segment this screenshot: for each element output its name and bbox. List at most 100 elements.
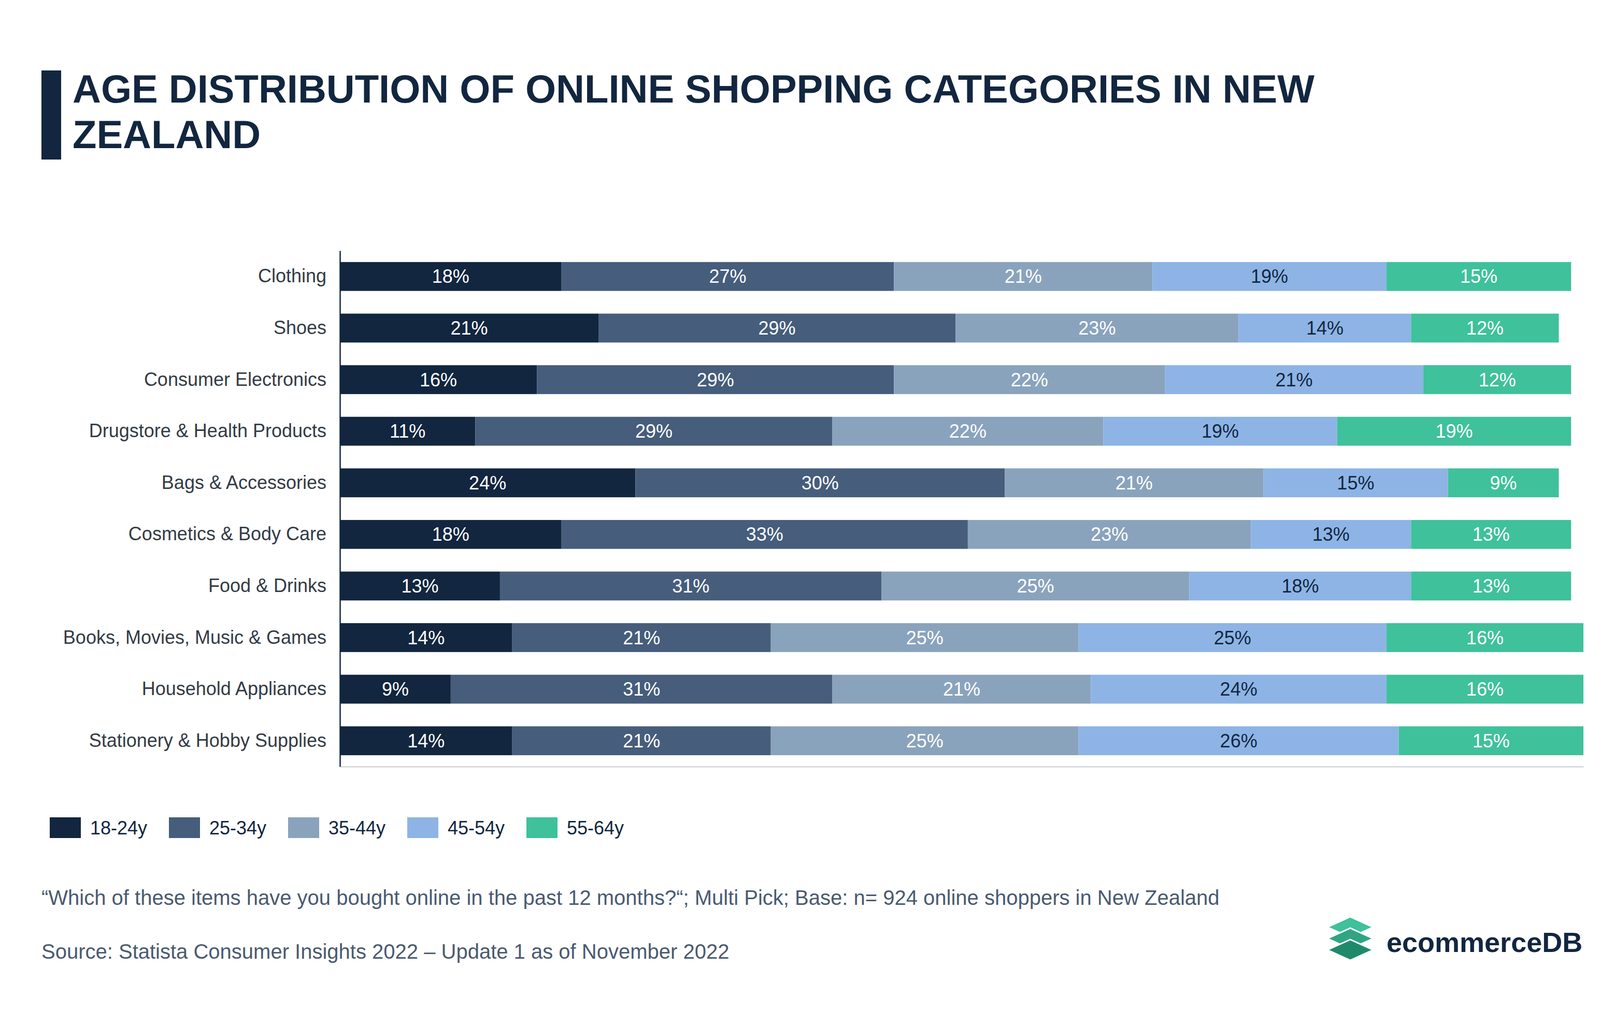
y-tick-label: Stationery & Hobby Supplies: [89, 730, 327, 752]
bar-segment: [1263, 468, 1448, 498]
legend: 18-24y25-34y35-44y45-54y55-64y: [49, 817, 624, 839]
bar-segment: [339, 262, 562, 292]
data-label: 26%: [1220, 730, 1258, 752]
data-label: 29%: [696, 369, 735, 391]
y-tick: Stationery & Hobby Supplies: [89, 730, 327, 752]
bar-segment: [1410, 313, 1559, 344]
data-labels: 18%21%16%11%24%18%13%14%9%14%27%29%29%29…: [381, 265, 1518, 752]
bar-segment: [339, 365, 537, 395]
bar-segment: [512, 623, 771, 653]
data-label: 24%: [1220, 678, 1258, 700]
y-tick: Bags & Accessories: [161, 472, 327, 494]
data-label: 25%: [1017, 575, 1055, 597]
bar-segment: [1004, 468, 1264, 498]
legend-swatch: [288, 817, 320, 839]
data-label: 18%: [432, 523, 470, 546]
title-accent: [41, 70, 62, 160]
y-tick: Books, Movies, Music & Games: [63, 626, 327, 649]
bar-segment: [955, 313, 1239, 344]
y-tick: Food & Drinks: [208, 575, 327, 597]
data-label: 25%: [906, 730, 944, 752]
data-label: 13%: [401, 575, 439, 597]
data-label: 21%: [622, 627, 661, 649]
y-tick-label: Clothing: [258, 265, 327, 287]
bar-segment: [561, 262, 895, 292]
bar-segment: [339, 675, 451, 705]
y-tick: Cosmetics & Body Care: [128, 523, 327, 545]
series-bars: [1337, 262, 1584, 756]
data-label: 21%: [622, 730, 661, 752]
y-tick: Consumer Electronics: [144, 368, 327, 391]
data-label: 14%: [407, 730, 445, 752]
data-label: 30%: [801, 472, 839, 494]
bar-segment: [967, 520, 1252, 550]
data-label: 27%: [708, 265, 747, 288]
data-label: 13%: [1472, 523, 1510, 546]
data-label: 12%: [1478, 369, 1517, 391]
bar-segment: [1448, 468, 1560, 498]
bar-segment: [1410, 572, 1571, 602]
y-tick-label: Drugstore & Health Products: [89, 420, 327, 442]
bar-segment: [1386, 262, 1571, 292]
bar-segment: [598, 313, 956, 344]
bar-segment: [512, 726, 771, 756]
y-tick-label: Bags & Accessories: [161, 472, 327, 494]
bar-segment: [1410, 520, 1571, 550]
bars: [339, 262, 1584, 756]
chart-svg: 18%21%16%11%24%18%13%14%9%14%27%29%29%29…: [0, 0, 1600, 1010]
y-tick-label: Household Appliances: [141, 678, 327, 700]
logo-text: ecommerceDB: [1386, 926, 1583, 959]
data-label: 16%: [1466, 627, 1504, 649]
data-label: 9%: [381, 678, 409, 700]
bar-segment: [1238, 313, 1412, 344]
data-label: 21%: [943, 678, 981, 700]
data-label: 25%: [906, 627, 944, 649]
data-label: 24%: [468, 472, 507, 494]
data-label: 14%: [407, 627, 445, 649]
data-label: 15%: [1336, 472, 1375, 494]
data-label: 18%: [432, 265, 470, 288]
data-label: 15%: [1472, 730, 1510, 752]
y-tick-label: Consumer Electronics: [144, 368, 327, 391]
bar-segment: [770, 623, 1079, 653]
data-label: 21%: [1275, 369, 1313, 391]
legend-swatch: [407, 817, 439, 839]
data-label: 25%: [1213, 627, 1252, 649]
data-label: 22%: [949, 420, 987, 442]
data-label: 21%: [1004, 265, 1042, 288]
bar-segment: [832, 417, 1104, 447]
logo-icon: [1327, 917, 1374, 961]
chart-page: AGE DISTRIBUTION OF ONLINE SHOPPING CATE…: [0, 0, 1600, 1010]
data-label: 13%: [1312, 523, 1350, 546]
data-label: 23%: [1078, 317, 1116, 339]
bar-segment: [832, 675, 1091, 705]
bar-segment: [1386, 675, 1584, 705]
data-label: 21%: [1115, 472, 1153, 494]
y-tick-label: Cosmetics & Body Care: [128, 523, 327, 545]
y-tick: Drugstore & Health Products: [89, 420, 327, 442]
data-label: 13%: [1472, 575, 1510, 597]
y-tick-label: Food & Drinks: [208, 575, 327, 597]
x-axis: [340, 766, 1584, 768]
data-label: 15%: [1460, 265, 1498, 288]
bar-segment: [1103, 417, 1337, 447]
data-label: 12%: [1466, 317, 1504, 339]
y-tick: Clothing: [258, 265, 327, 287]
data-label: 19%: [1250, 265, 1289, 288]
data-label: 31%: [672, 575, 710, 597]
data-label: 22%: [1010, 369, 1049, 391]
bar-segment: [1250, 520, 1411, 550]
legend-label: 25-34y: [209, 817, 267, 839]
legend-swatch: [168, 817, 200, 839]
bar-segment: [339, 726, 513, 756]
legend-label: 35-44y: [328, 817, 386, 839]
source-note: Source: Statista Consumer Insights 2022 …: [41, 938, 1306, 965]
bar-segment: [339, 520, 562, 550]
bar-segment: [770, 726, 1079, 756]
bar-segment: [339, 468, 636, 498]
y-tick: Household Appliances: [141, 678, 327, 700]
y-tick: Shoes: [273, 317, 327, 339]
bar-segment: [339, 417, 476, 447]
bar-segment: [1078, 726, 1399, 756]
x-axis-line: [340, 766, 1584, 768]
